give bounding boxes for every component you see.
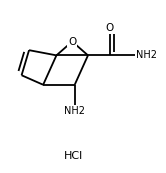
- Text: NH2: NH2: [136, 50, 157, 60]
- Text: NH2: NH2: [64, 106, 85, 116]
- Text: HCl: HCl: [63, 151, 83, 161]
- Text: O: O: [105, 23, 114, 33]
- Text: O: O: [68, 37, 76, 47]
